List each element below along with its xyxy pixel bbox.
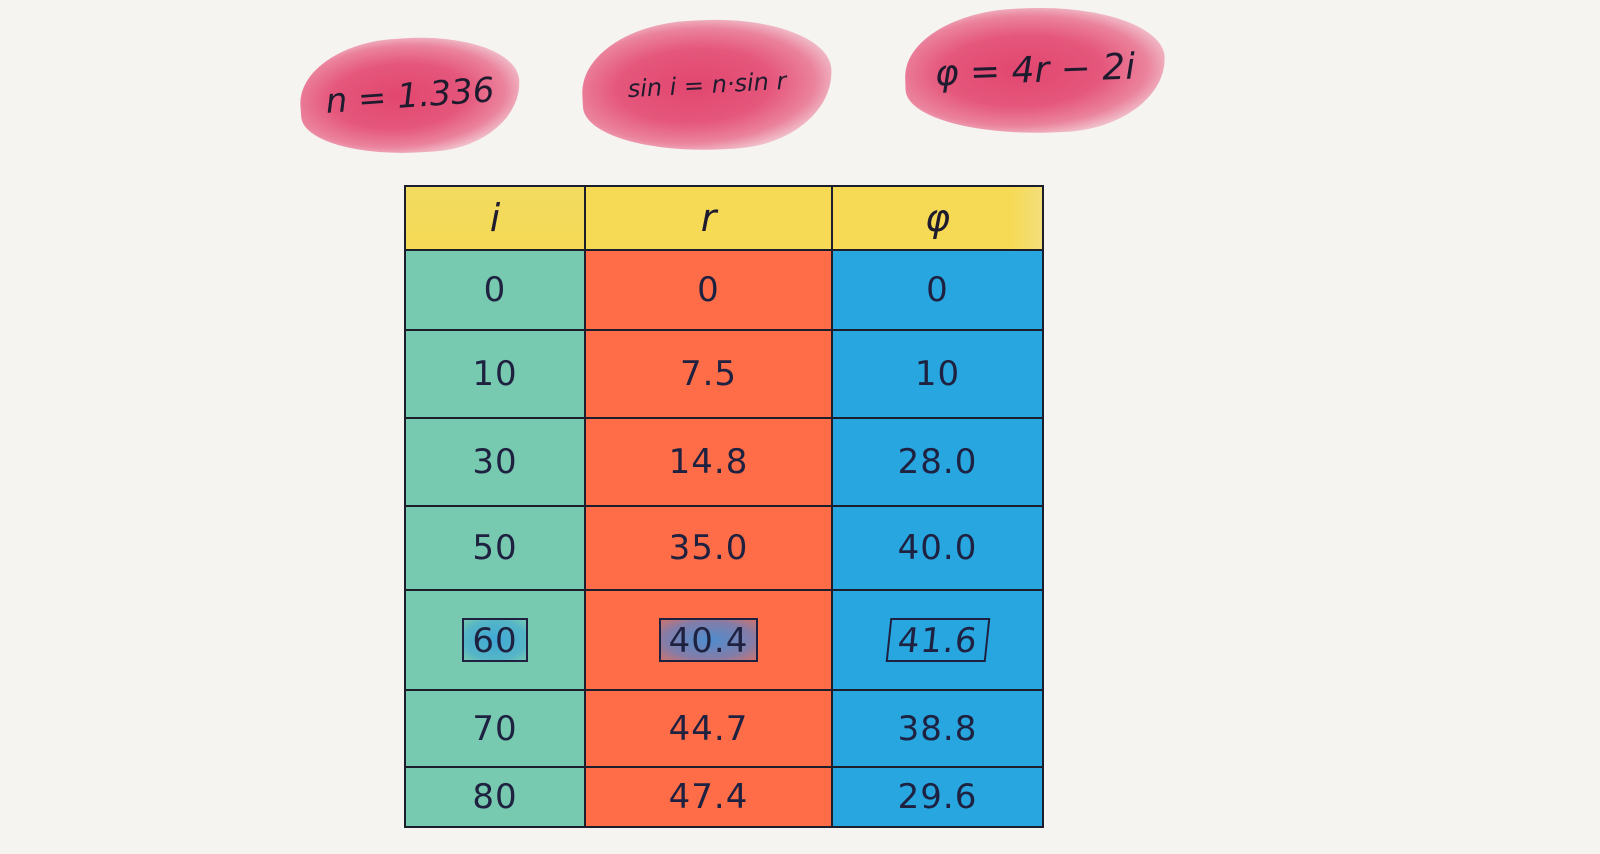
table-row: 10 7.5 10 — [404, 329, 1044, 419]
snell-law-text: sin i = n·sin r — [626, 66, 787, 104]
table-header-row: i r φ — [404, 185, 1044, 251]
table-row: 30 14.8 28.0 — [404, 417, 1044, 507]
cell-phi: 28.0 — [831, 417, 1044, 507]
cell-r: 7.5 — [584, 329, 833, 419]
table-row: 50 35.0 40.0 — [404, 505, 1044, 591]
cell-r: 14.8 — [584, 417, 833, 507]
cell-i: 10 — [404, 329, 586, 419]
highlighted-value-box: 40.4 — [658, 618, 759, 662]
highlighted-value-box: 41.6 — [885, 618, 990, 662]
refractive-index-text: n = 1.336 — [324, 69, 496, 122]
cell-phi: 10 — [831, 329, 1044, 419]
cell-phi: 29.6 — [831, 766, 1044, 828]
table-row: 0 0 0 — [404, 249, 1044, 331]
cell-phi: 41.6 — [831, 589, 1044, 691]
cell-r: 40.4 — [584, 589, 833, 691]
table-row: 70 44.7 38.8 — [404, 689, 1044, 768]
cell-phi: 40.0 — [831, 505, 1044, 591]
header-incidence-angle: i — [404, 185, 586, 251]
table-row-highlighted: 60 40.4 41.6 — [404, 589, 1044, 691]
cell-r: 0 — [584, 249, 833, 331]
cell-i: 70 — [404, 689, 586, 768]
header-deviation-angle: φ — [831, 185, 1044, 251]
cell-i: 60 — [404, 589, 586, 691]
cell-i: 80 — [404, 766, 586, 828]
table-row: 80 47.4 29.6 — [404, 766, 1044, 828]
cell-i: 50 — [404, 505, 586, 591]
cell-phi: 38.8 — [831, 689, 1044, 768]
snell-law-formula: sin i = n·sin r — [578, 13, 836, 157]
refraction-table: i r φ 0 0 0 10 7.5 10 30 14.8 28.0 50 35… — [404, 185, 1044, 828]
refractive-index-formula: n = 1.336 — [296, 30, 524, 161]
deviation-text: φ = 4r − 2i — [934, 46, 1136, 95]
cell-r: 35.0 — [584, 505, 833, 591]
deviation-formula: φ = 4r − 2i — [902, 3, 1168, 138]
cell-r: 44.7 — [584, 689, 833, 768]
cell-i: 0 — [404, 249, 586, 331]
cell-i: 30 — [404, 417, 586, 507]
cell-phi: 0 — [831, 249, 1044, 331]
cell-r: 47.4 — [584, 766, 833, 828]
header-refraction-angle: r — [584, 185, 833, 251]
highlighted-value-box: 60 — [462, 618, 528, 662]
